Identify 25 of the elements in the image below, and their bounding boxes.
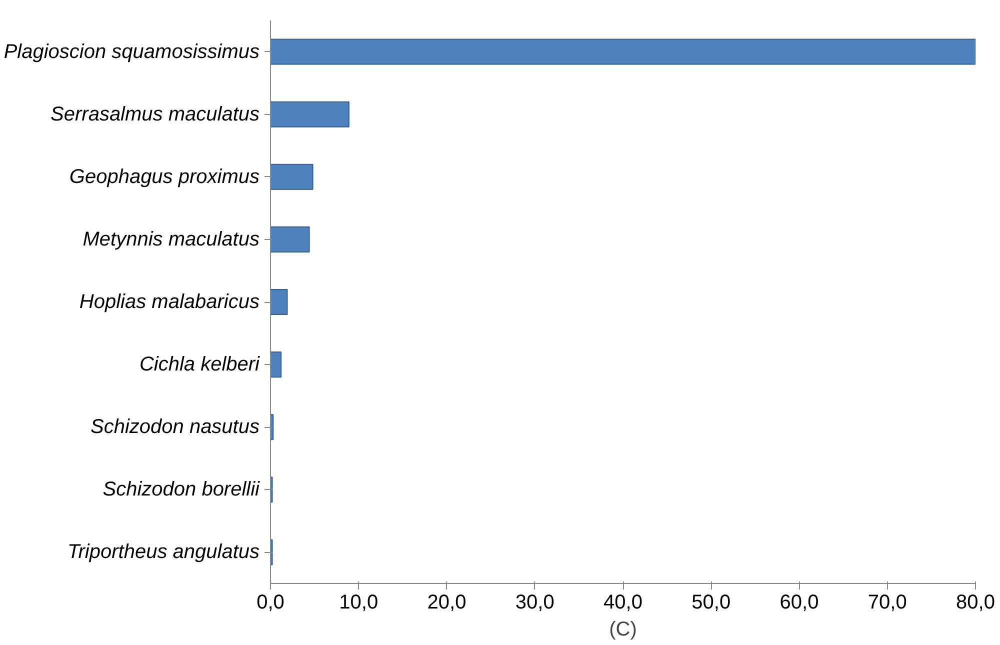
bar bbox=[270, 226, 310, 252]
y-tick-label: Cichla kelberi bbox=[139, 354, 260, 376]
y-tick-label: Serrasalmus maculatus bbox=[50, 103, 260, 126]
bar bbox=[270, 288, 288, 316]
y-tick-label: Plagioscion squamosissimus bbox=[4, 40, 260, 63]
bar bbox=[270, 164, 314, 190]
y-tick-label: Hoplias malabaricus bbox=[79, 291, 260, 313]
y-tick-label: Schizodon borellii bbox=[102, 478, 260, 501]
text: (C) bbox=[609, 618, 637, 640]
bar bbox=[270, 352, 282, 378]
y-tick-label: Geophagus proximus bbox=[69, 166, 260, 188]
x-tick-label: 50,0 bbox=[692, 592, 731, 614]
x-tick-label: 60,0 bbox=[780, 592, 819, 614]
y-tick-label: Schizodon nasutus bbox=[90, 416, 260, 438]
x-tick-label: 80,0 bbox=[956, 592, 995, 614]
bar bbox=[270, 101, 350, 128]
x-tick-label: 20,0 bbox=[427, 592, 466, 614]
x-tick-label: 30,0 bbox=[515, 592, 554, 614]
x-tick-label: 70,0 bbox=[868, 592, 907, 614]
x-tick-label: 0,0 bbox=[256, 592, 284, 614]
bar bbox=[270, 38, 976, 65]
x-tick-label: 40,0 bbox=[604, 592, 642, 614]
y-tick-label: Triportheus angulatus bbox=[68, 541, 260, 564]
x-tick-label: 10,0 bbox=[339, 592, 378, 614]
y-tick-label: Metynnis maculatus bbox=[82, 228, 260, 250]
